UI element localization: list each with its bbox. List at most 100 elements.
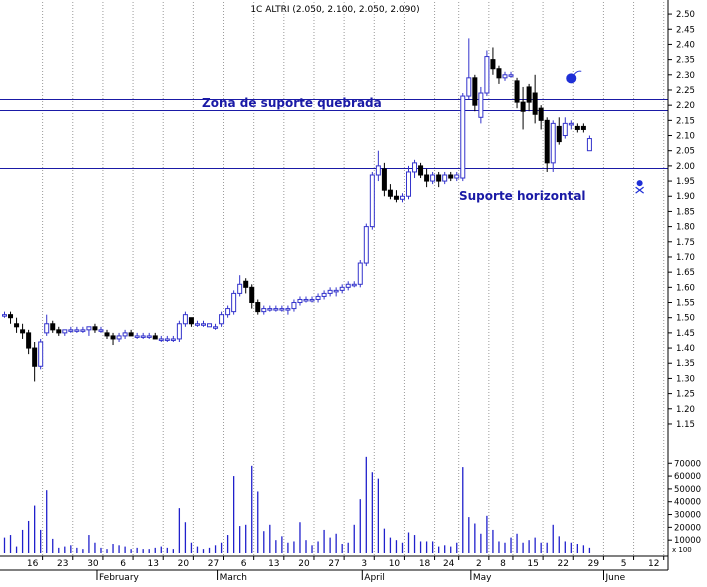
candle-body [442,174,448,182]
candle-body [170,338,176,341]
day-tick-label: 16 [27,559,39,569]
candle-body [134,335,140,338]
candle-body [550,122,556,164]
candle-body [327,289,333,294]
candle-body [207,323,213,328]
day-tick-label: 30 [87,559,99,569]
candle-body [243,280,249,288]
volume-tick-label: 30000 [674,511,701,521]
day-tick-label: 6 [120,559,126,569]
volume-scale-note: x 100 [672,546,692,554]
candle-body [56,329,62,334]
candle-body [128,332,134,337]
candle-body [249,286,255,304]
candle-body [26,332,32,349]
price-tick-label: 1.60 [676,283,695,293]
day-tick-label: 29 [588,559,600,569]
candle-body [273,308,279,311]
bomb-fuse [573,70,582,75]
candle-body [556,125,562,143]
day-tick-label: 23 [57,559,68,569]
candle-body [466,77,472,97]
candle-body [122,332,128,337]
price-tick-label: 1.25 [676,390,695,400]
price-tick-label: 2.10 [676,132,695,142]
candle-body [279,308,285,311]
price-tick-label: 1.90 [676,192,695,202]
candle-body [80,329,86,332]
day-tick-label: 3 [361,559,367,569]
volume-tick-label: 40000 [674,498,701,508]
day-tick-label: 13 [147,559,158,569]
candle-body [568,122,574,126]
candle-body [406,171,412,197]
candle-body [285,308,291,311]
horizontal-support-label: Suporte horizontal [459,189,586,203]
candle-body [478,92,484,118]
candle-body [164,338,170,341]
price-tick-label: 1.55 [676,299,695,309]
price-tick-label: 2.20 [676,101,695,111]
day-tick-label: 27 [328,559,339,569]
candle-body [92,326,98,331]
volume-layer [3,456,591,553]
price-tick-label: 1.80 [676,223,695,233]
candle-body [231,292,237,313]
candle-body [297,298,303,304]
candle-body [140,335,146,338]
candle-body [399,195,405,200]
price-tick-label: 1.75 [676,238,695,248]
candle-body [412,162,418,173]
day-tick-label: 13 [268,559,279,569]
candle-body [375,165,381,176]
candle-body [74,329,80,332]
month-tick-label: February [99,573,140,582]
price-tick-label: 2.15 [676,116,695,126]
price-tick-label: 2.05 [676,147,695,157]
candle-body [98,329,104,332]
crossbone [635,186,644,194]
candle-body [460,95,466,179]
candle-body [496,68,502,79]
candle-body [526,86,532,103]
candle-body [502,74,508,79]
candle-body [345,283,351,288]
price-tick-label: 1.65 [676,268,695,278]
candle-body [62,329,68,334]
candle-body [20,329,26,334]
candle-body [357,262,363,285]
day-tick-label: 10 [389,559,401,569]
skull-crossbones-icon [635,180,644,194]
price-tick-label: 1.40 [676,344,695,354]
day-tick-label: 12 [648,559,659,569]
candle-body [309,298,315,302]
day-tick-label: 5 [621,559,627,569]
day-tick-label: 2 [476,559,482,569]
candle-body [152,335,158,340]
candle-body [369,174,375,228]
candle-body [261,308,267,313]
price-tick-label: 1.50 [676,314,695,324]
price-tick-label: 1.20 [676,405,695,415]
candle-body [448,174,454,179]
candle-body [291,302,297,310]
candle-body [219,314,225,325]
broken-support-zone-label: Zona de suporte quebrada [202,96,382,110]
month-tick-label: May [473,573,492,582]
candle-body [436,174,442,182]
candle-body [387,189,393,197]
candle-body [146,335,152,338]
candle-body [393,195,399,200]
candle-body [321,292,327,297]
candle-body [532,92,538,115]
bomb-body [566,73,577,84]
skull-head [636,180,643,187]
candle-body [544,119,550,164]
candle-body [188,317,194,325]
candle-body [267,308,273,311]
candle-body [430,174,436,182]
candle-body [86,326,92,331]
chart-title: 1C ALTRI (2.050, 2.100, 2.050, 2.090) [250,5,419,15]
candle-body [520,101,526,112]
